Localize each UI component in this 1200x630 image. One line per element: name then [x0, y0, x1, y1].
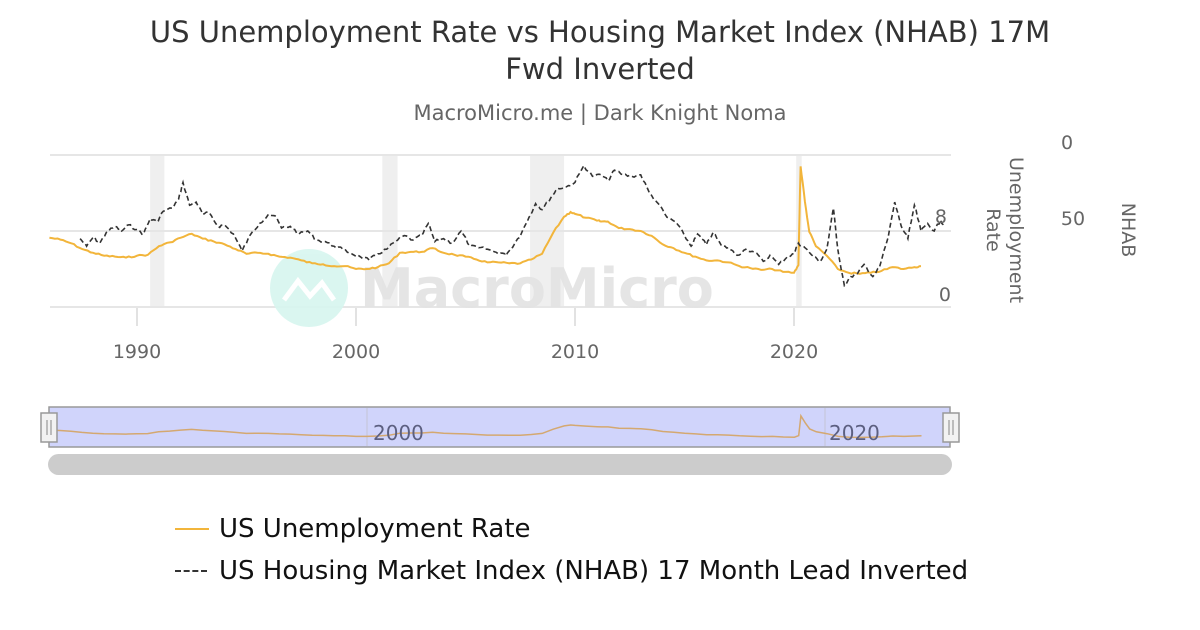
chart-title-line-2: Fwd Inverted	[505, 52, 695, 86]
navigator-right-handle[interactable]	[942, 412, 960, 443]
x-axis-tick-label: 2020	[770, 341, 818, 363]
navigator-series-line	[48, 413, 922, 439]
legend: US Unemployment Rate US Housing Market I…	[175, 508, 968, 592]
chart-title: US Unemployment Rate vs Housing Market I…	[0, 14, 1200, 88]
unemployment-axis-title: UnemploymentRate	[982, 157, 1027, 303]
chart-subtitle: MacroMicro.me | Dark Knight Noma	[413, 101, 787, 125]
chart-title-line-1: US Unemployment Rate vs Housing Market I…	[149, 15, 1051, 49]
dashed-line-icon	[175, 570, 207, 572]
x-axis-tick-label: 2000	[332, 341, 380, 363]
unemployment-axis-tick: 8	[935, 206, 947, 228]
legend-label: US Unemployment Rate	[219, 514, 531, 544]
watermark-text: MacroMicro	[360, 257, 714, 320]
legend-label: US Housing Market Index (NHAB) 17 Month …	[219, 556, 969, 586]
unemployment-axis-tick: 0	[939, 284, 951, 306]
x-axis-tick-label: 1990	[113, 341, 161, 363]
navigator-tick: 2000	[373, 421, 424, 445]
nhab-axis-tick: 50	[1061, 208, 1085, 230]
legend-item-unemployment[interactable]: US Unemployment Rate	[175, 508, 968, 550]
macromicro-watermark: MacroMicro	[270, 249, 714, 327]
gridlines	[50, 154, 951, 308]
watermark-logo-icon	[270, 249, 348, 327]
nhab-axis-title: NHAB	[1117, 203, 1139, 258]
x-axis: 1990 2000 2010 2020	[113, 308, 818, 363]
solid-line-icon	[175, 528, 209, 530]
nhab-axis-tick: 0	[1061, 132, 1073, 154]
navigator[interactable]: 2000 2020	[40, 406, 960, 448]
navigator-selected-range[interactable]	[48, 406, 951, 448]
navigator-tick: 2020	[829, 421, 880, 445]
nhab-line[interactable]	[79, 163, 946, 288]
x-axis-tick-label: 2010	[551, 341, 599, 363]
navigator-scrollbar[interactable]	[48, 454, 952, 475]
unemployment-rate-line[interactable]	[49, 166, 922, 275]
legend-item-nhab[interactable]: US Housing Market Index (NHAB) 17 Month …	[175, 550, 968, 592]
navigator-left-handle[interactable]	[40, 412, 58, 443]
